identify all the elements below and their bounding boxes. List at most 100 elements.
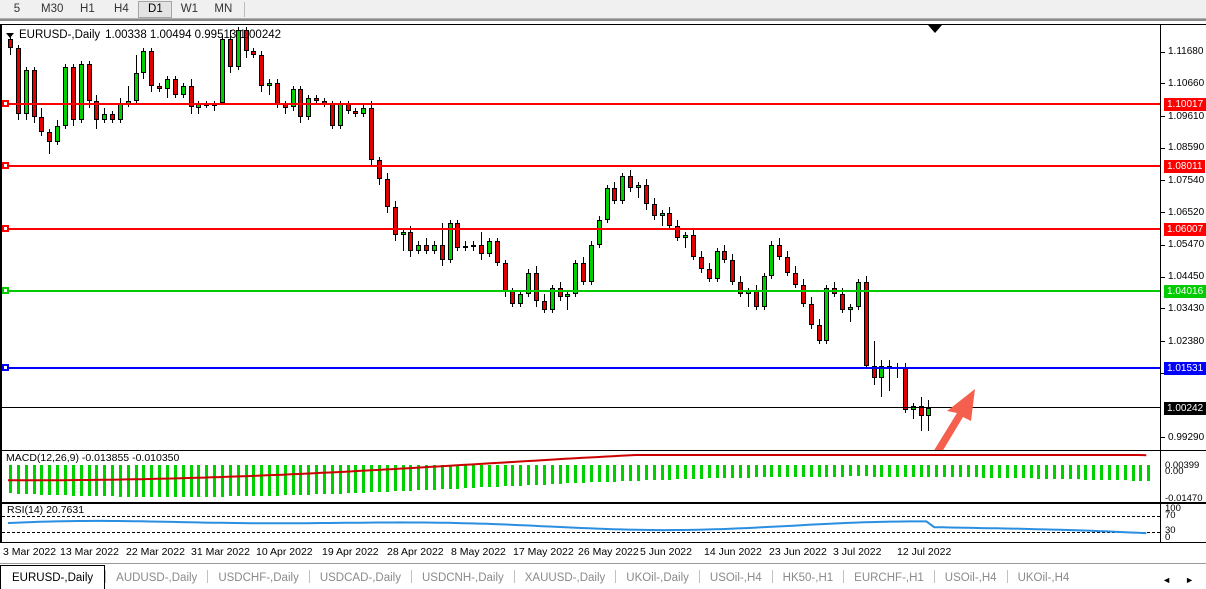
chart-tab-eurusd-daily[interactable]: EURUSD-,Daily (0, 565, 106, 589)
timeframe-button-d1[interactable]: D1 (138, 0, 173, 18)
price-level-line-resistance[interactable] (2, 227, 1160, 230)
price-pane[interactable]: EURUSD-,Daily 1.00338 1.00494 0.99513 1.… (2, 25, 1205, 450)
macd-histogram-bar (134, 465, 138, 497)
chart-tab-xauusd-daily[interactable]: XAUUSD-,Daily (524, 572, 606, 584)
candle-body-bullish (714, 250, 720, 279)
candle-body-bullish (196, 104, 202, 108)
chart-plot-area[interactable]: EURUSD-,Daily 1.00338 1.00494 0.99513 1.… (0, 24, 1206, 543)
tab-scroll-left-icon[interactable]: ◄ (1162, 575, 1172, 585)
price-level-line-support-green[interactable] (2, 289, 1160, 292)
price-level-handle[interactable] (2, 224, 9, 232)
candle-body-bullish (824, 288, 830, 342)
macd-histogram-bar (495, 465, 499, 487)
date-axis[interactable]: 3 Mar 2022 13 Mar 2022 22 Mar 2022 31 Mar 2… (0, 543, 1206, 563)
timeframe-button-h1[interactable]: H1 (80, 3, 95, 15)
candle-body-bearish (651, 204, 657, 217)
candle-body-bearish (15, 48, 21, 114)
macd-histogram-bar (1076, 465, 1080, 480)
price-level-label-resistance[interactable]: 1.06007 (1164, 222, 1206, 236)
date-tick: 12 Jul 2022 (897, 546, 952, 558)
candle-wick (269, 79, 271, 96)
candle-body-bullish (769, 244, 775, 276)
macd-histogram-bar (323, 465, 326, 495)
price-level-handle[interactable] (2, 99, 9, 107)
chevron-down-icon[interactable] (6, 32, 14, 38)
candle-body-bearish (204, 104, 210, 107)
macd-histogram-bar (574, 465, 578, 484)
macd-histogram-bar (385, 465, 389, 492)
timeframe-button-5[interactable]: 5 (13, 3, 21, 15)
candle-wick (849, 303, 851, 323)
macd-histogram-bar (613, 465, 617, 482)
candle-wick (441, 222, 443, 267)
macd-histogram-bar (346, 465, 350, 494)
chart-tab-usdcnh-daily[interactable]: USDCNH-,Daily (421, 572, 504, 584)
timeframe-button-m30[interactable]: M30 (41, 3, 64, 15)
candle-body-bearish (149, 51, 155, 86)
tab-separator (1006, 570, 1008, 583)
chart-tab-usoil-h4[interactable]: USOil-,H4 (709, 572, 762, 584)
candle-body-bearish (667, 213, 673, 226)
price-level-label-support-green[interactable]: 1.04016 (1164, 284, 1206, 298)
chart-frame: EURUSD-,Daily 1.00338 1.00494 0.99513 1.… (0, 19, 1206, 563)
candle-body-bullish (745, 291, 751, 295)
macd-histogram-bar (841, 465, 845, 477)
candle-body-bullish (683, 235, 689, 239)
price-level-label-support-blue[interactable]: 1.01531 (1164, 362, 1206, 376)
chart-tab-hk50-h1[interactable]: HK50-,H1 (782, 572, 834, 584)
candle-body-bearish (541, 300, 547, 310)
candle-body-bearish (793, 272, 798, 285)
chart-tab-ukoil-h4[interactable]: UKOil-,H4 (1017, 572, 1070, 584)
chart-tab-usoil-h4[interactable]: USOil-,H4 (944, 572, 997, 584)
macd-histogram-bar (252, 465, 256, 497)
macd-histogram-bar (974, 465, 978, 478)
price-level-line-resistance[interactable] (2, 165, 1160, 168)
macd-histogram-bar (1131, 465, 1135, 481)
candle-body-bullish (431, 244, 437, 251)
candle-wick (685, 232, 687, 248)
up-arrow-annotation[interactable] (917, 387, 987, 450)
candle-body-bearish (675, 225, 681, 239)
price-level-line-resistance[interactable] (2, 102, 1160, 105)
chart-tab-eurchf-h1[interactable]: EURCHF-,H1 (854, 572, 924, 584)
macd-histogram-bar (1092, 465, 1096, 480)
date-tick: 19 Apr 2022 (322, 546, 379, 558)
macd-axis: 0.00399 0.00 -0.01470 (1160, 450, 1206, 503)
chart-tab-ukoil-daily[interactable]: UKOil-,Daily (626, 572, 689, 584)
timeframe-button-w1[interactable]: W1 (180, 3, 198, 15)
rsi-tick-30: 30 (1165, 525, 1176, 536)
rsi-pane[interactable]: RSI(14) 20.7631 (2, 502, 1160, 542)
chart-tab-usdchf-daily[interactable]: USDCHF-,Daily (218, 572, 299, 584)
macd-histogram-bar (801, 465, 805, 477)
macd-histogram-bar (817, 465, 821, 477)
chart-tab-audusd-daily[interactable]: AUDUSD-,Daily (116, 572, 198, 584)
macd-histogram-bar (935, 465, 939, 477)
macd-histogram-bar (425, 465, 429, 491)
macd-histogram-bar (213, 465, 217, 497)
price-level-line-current-price[interactable] (2, 407, 1160, 409)
macd-histogram-bar (534, 465, 538, 485)
tab-scroll-right-icon[interactable]: ► (1185, 575, 1194, 585)
price-level-label-resistance[interactable]: 1.08011 (1164, 160, 1206, 174)
candle-body-bullish (588, 244, 594, 282)
price-level-label-resistance[interactable]: 1.10017 (1164, 97, 1206, 111)
candle-body-bullish (486, 241, 492, 254)
timeframe-button-mn[interactable]: MN (214, 3, 233, 15)
price-tick: 1.06520 (1161, 207, 1204, 218)
price-level-handle[interactable] (2, 286, 9, 294)
price-level-handle[interactable] (2, 364, 9, 372)
candle-body-bearish (816, 325, 822, 342)
candle-body-bearish (479, 244, 484, 254)
candle-body-bullish (165, 79, 170, 89)
macd-pane[interactable]: MACD(12,26,9) -0.013855 -0.010350 (2, 450, 1160, 502)
price-level-label-current-price[interactable]: 1.00242 (1164, 402, 1206, 416)
timeframe-button-h4[interactable]: H4 (114, 3, 129, 15)
macd-histogram-bar (637, 465, 640, 481)
price-level-handle[interactable] (2, 162, 9, 170)
chart-ohlc-label: 1.00338 1.00494 0.99513 1.00242 (105, 29, 282, 41)
candle-body-bearish (808, 303, 814, 326)
price-level-line-support-blue[interactable] (2, 367, 1160, 370)
chart-tab-usdcad-daily[interactable]: USDCAD-,Daily (319, 572, 401, 584)
macd-histogram-bar (377, 465, 381, 493)
candle-body-bullish (102, 113, 108, 120)
